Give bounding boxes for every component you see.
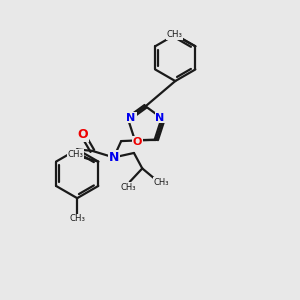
Text: CH₃: CH₃ (68, 150, 83, 159)
Text: N: N (155, 112, 165, 123)
Text: N: N (126, 112, 136, 123)
Text: O: O (132, 137, 142, 147)
Text: CH₃: CH₃ (154, 178, 169, 187)
Text: CH₃: CH₃ (69, 214, 85, 224)
Text: O: O (77, 128, 88, 141)
Text: CH₃: CH₃ (121, 183, 136, 192)
Text: CH₃: CH₃ (167, 31, 182, 40)
Text: N: N (109, 151, 119, 164)
